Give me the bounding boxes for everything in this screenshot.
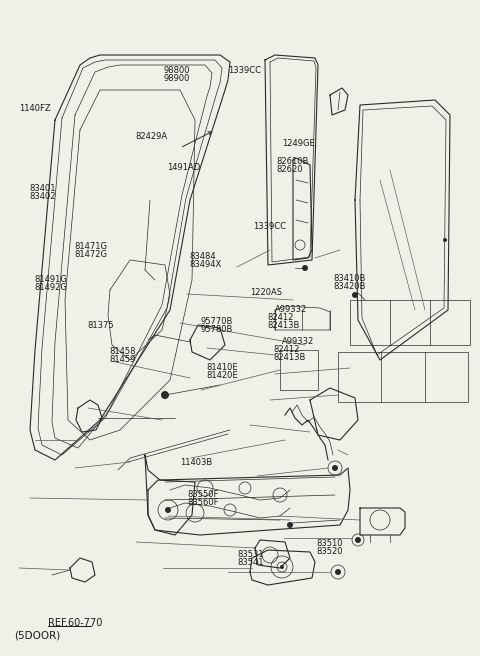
Circle shape bbox=[161, 391, 169, 399]
Text: 1220AS: 1220AS bbox=[250, 288, 282, 297]
Text: 81471G: 81471G bbox=[74, 242, 108, 251]
Text: 83494X: 83494X bbox=[190, 260, 222, 269]
Text: 1249GE: 1249GE bbox=[282, 138, 315, 148]
Text: 83560F: 83560F bbox=[187, 498, 219, 507]
Text: 82412: 82412 bbox=[268, 313, 294, 322]
Text: A99332: A99332 bbox=[275, 305, 307, 314]
Text: 81458: 81458 bbox=[109, 347, 136, 356]
Text: 11403B: 11403B bbox=[180, 458, 212, 467]
Text: 83520: 83520 bbox=[317, 546, 343, 556]
Circle shape bbox=[443, 238, 447, 242]
Circle shape bbox=[355, 537, 361, 543]
Circle shape bbox=[287, 522, 293, 528]
Text: 81420E: 81420E bbox=[206, 371, 238, 380]
Text: 81492G: 81492G bbox=[35, 283, 67, 292]
Circle shape bbox=[332, 465, 338, 471]
Text: (5DOOR): (5DOOR) bbox=[14, 630, 60, 640]
Text: 81491G: 81491G bbox=[35, 275, 67, 284]
Text: 81459: 81459 bbox=[109, 355, 136, 364]
Text: 1339CC: 1339CC bbox=[228, 66, 261, 75]
Circle shape bbox=[280, 565, 284, 569]
Bar bbox=[338, 352, 468, 402]
Text: 1491AD: 1491AD bbox=[167, 163, 200, 172]
Circle shape bbox=[302, 265, 308, 271]
Text: 82620: 82620 bbox=[276, 165, 302, 174]
Text: 1339CC: 1339CC bbox=[253, 222, 287, 231]
Text: REF.60-770: REF.60-770 bbox=[48, 618, 102, 628]
Text: 95780B: 95780B bbox=[201, 325, 233, 334]
Text: 95770B: 95770B bbox=[201, 317, 233, 326]
Bar bbox=[350, 300, 470, 345]
Text: 82412: 82412 bbox=[274, 345, 300, 354]
Text: 83484: 83484 bbox=[190, 252, 216, 261]
Text: 81472G: 81472G bbox=[74, 250, 108, 259]
Text: A99332: A99332 bbox=[282, 337, 314, 346]
Text: 82429A: 82429A bbox=[135, 132, 168, 141]
Text: 98800: 98800 bbox=[163, 66, 190, 75]
Text: 82610B: 82610B bbox=[276, 157, 308, 166]
Text: 1140FZ: 1140FZ bbox=[19, 104, 51, 113]
Circle shape bbox=[335, 569, 341, 575]
Text: 83550F: 83550F bbox=[187, 490, 218, 499]
Text: 81410E: 81410E bbox=[206, 363, 238, 372]
Text: 83401: 83401 bbox=[30, 184, 56, 194]
Text: 83531: 83531 bbox=[238, 550, 264, 560]
Circle shape bbox=[165, 507, 171, 513]
Text: 83410B: 83410B bbox=[334, 274, 366, 283]
Circle shape bbox=[352, 292, 358, 298]
Text: 98900: 98900 bbox=[163, 74, 190, 83]
Text: 83420B: 83420B bbox=[334, 281, 366, 291]
Text: 82413B: 82413B bbox=[274, 353, 306, 362]
Text: 83510: 83510 bbox=[317, 539, 343, 548]
Text: 81375: 81375 bbox=[87, 321, 114, 330]
Text: 83541: 83541 bbox=[238, 558, 264, 567]
Text: 82413B: 82413B bbox=[268, 321, 300, 330]
Text: 83402: 83402 bbox=[30, 192, 56, 201]
